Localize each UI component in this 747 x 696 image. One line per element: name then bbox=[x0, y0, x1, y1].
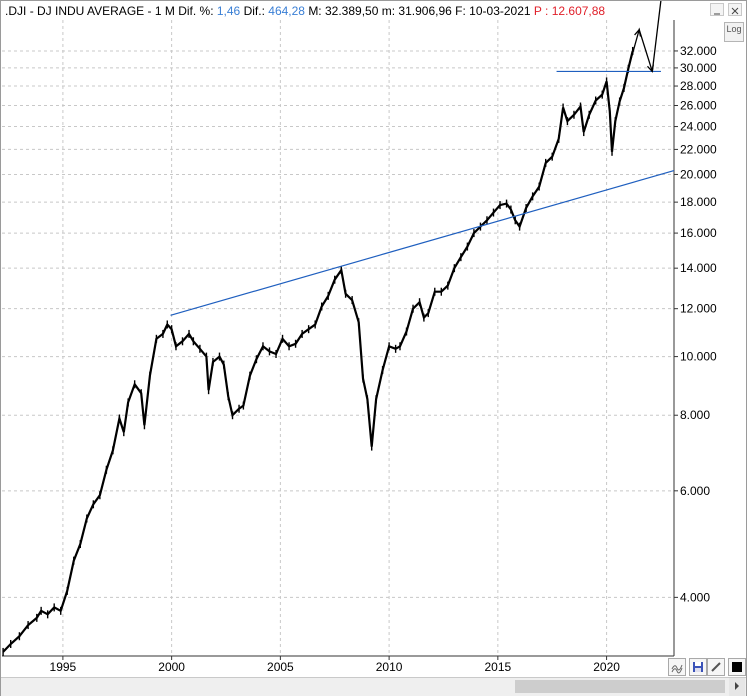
x-tick-label: 1995 bbox=[50, 660, 77, 674]
y-tick-label: 8.000 bbox=[680, 408, 710, 422]
y-tick-label: 12.000 bbox=[680, 302, 717, 316]
y-tick-label: 22.000 bbox=[680, 142, 717, 156]
wave-icon bbox=[671, 664, 683, 674]
max-value: 32.389,50 bbox=[325, 4, 379, 18]
quote-header: .DJI - DJ INDU AVERAGE - 1 M Dif. %: 1,4… bbox=[5, 2, 605, 20]
price-value: 12.607,88 bbox=[551, 4, 606, 18]
scrollbar-thumb[interactable] bbox=[515, 680, 725, 693]
minimize-icon bbox=[714, 13, 720, 15]
y-tick-label: 16.000 bbox=[680, 226, 717, 240]
compare-button[interactable] bbox=[668, 658, 686, 676]
y-tick-label: 6.000 bbox=[680, 484, 710, 498]
arrowhead bbox=[634, 28, 642, 37]
min-label: m: bbox=[381, 4, 396, 18]
close-button[interactable] bbox=[728, 3, 742, 16]
minimize-button[interactable] bbox=[710, 3, 724, 16]
x-tick-label: 2005 bbox=[267, 660, 294, 674]
save-button[interactable] bbox=[689, 658, 707, 676]
price-series-line bbox=[2, 50, 634, 653]
chevron-right-icon bbox=[735, 682, 739, 690]
y-tick-label: 26.000 bbox=[680, 99, 717, 113]
pen-button[interactable] bbox=[707, 658, 725, 676]
x-tick-label: 2000 bbox=[158, 660, 185, 674]
y-tick-label: 30.000 bbox=[680, 61, 717, 75]
y-tick-label: 24.000 bbox=[680, 120, 717, 134]
window-controls bbox=[706, 3, 746, 17]
y-tick-label: 10.000 bbox=[680, 350, 717, 364]
dif-pct-value: 1,46 bbox=[216, 4, 241, 18]
y-tick-label: 20.000 bbox=[680, 167, 717, 181]
trend-line bbox=[170, 169, 675, 316]
arrowhead bbox=[646, 64, 654, 73]
scroll-right-button[interactable] bbox=[729, 678, 745, 696]
dif-label: Dif.: bbox=[243, 4, 265, 18]
y-tick-label: 18.000 bbox=[680, 195, 717, 209]
price-label: P : bbox=[533, 4, 549, 18]
y-tick-label: 32.000 bbox=[680, 44, 717, 58]
price-chart[interactable]: 4.000 6.000 8.000 10.000 12.000 14.000 16.000 1… bbox=[1, 1, 746, 677]
log-scale-button[interactable]: Log bbox=[724, 22, 744, 42]
x-tick-label: 2010 bbox=[376, 660, 403, 674]
floppy-disk-icon bbox=[693, 662, 703, 672]
y-tick-label: 4.000 bbox=[680, 590, 710, 604]
symbol-label: .DJI bbox=[5, 4, 27, 18]
horizontal-scrollbar[interactable] bbox=[1, 677, 746, 696]
instrument-name: - DJ INDU AVERAGE - bbox=[29, 4, 152, 18]
period-label: 1 M bbox=[154, 4, 175, 18]
dif-value: 464,28 bbox=[268, 4, 305, 18]
x-tick-label: 2015 bbox=[484, 660, 511, 674]
color-swatch-icon bbox=[732, 662, 742, 672]
projection-arrow bbox=[627, 1, 662, 72]
date-value: 10-03-2021 bbox=[469, 4, 531, 18]
color-button[interactable] bbox=[728, 658, 746, 676]
max-label: M: bbox=[308, 4, 322, 18]
dif-pct-label: Dif. %: bbox=[178, 4, 214, 18]
min-value: 31.906,96 bbox=[398, 4, 452, 18]
date-label: F: bbox=[455, 4, 466, 18]
y-tick-label: 28.000 bbox=[680, 79, 717, 93]
pen-icon bbox=[711, 662, 721, 672]
close-icon bbox=[731, 7, 739, 15]
x-tick-label: 2020 bbox=[593, 660, 620, 674]
y-tick-label: 14.000 bbox=[680, 261, 717, 275]
